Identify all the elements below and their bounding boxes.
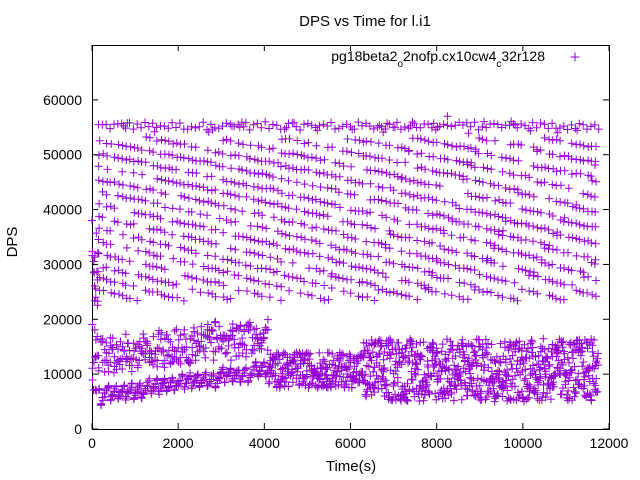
x-tick-label: 10000 — [503, 435, 542, 451]
legend-series-label: pg18beta2o2nofp.cx10cw4c32r128 — [331, 48, 545, 70]
chart-title: DPS vs Time for l.i1 — [299, 13, 431, 30]
scatter-plus-markers — [88, 112, 603, 410]
x-axis-label: Time(s) — [326, 458, 376, 475]
y-tick-label: 10000 — [43, 366, 82, 382]
x-axis-ticks: 0 2000 4000 6000 8000 10000 12000 — [88, 45, 629, 451]
x-tick-label: 6000 — [335, 435, 366, 451]
data-points — [88, 112, 603, 410]
x-tick-label: 12000 — [590, 435, 629, 451]
y-tick-label: 0 — [74, 421, 82, 437]
legend: pg18beta2o2nofp.cx10cw4c32r128 — [331, 48, 580, 70]
y-axis-ticks: 0 10000 20000 30000 40000 50000 60000 — [43, 92, 609, 437]
x-tick-label: 0 — [88, 435, 96, 451]
x-tick-label: 4000 — [249, 435, 280, 451]
y-tick-label: 20000 — [43, 311, 82, 327]
x-tick-label: 8000 — [421, 435, 452, 451]
legend-marker — [570, 52, 580, 62]
y-axis-label: DPS — [4, 227, 21, 258]
legend-plus-marker — [570, 52, 580, 62]
x-tick-label: 2000 — [163, 435, 194, 451]
y-tick-label: 40000 — [43, 202, 82, 218]
y-tick-label: 60000 — [43, 92, 82, 108]
y-tick-label: 50000 — [43, 147, 82, 163]
y-tick-label: 30000 — [43, 256, 82, 272]
